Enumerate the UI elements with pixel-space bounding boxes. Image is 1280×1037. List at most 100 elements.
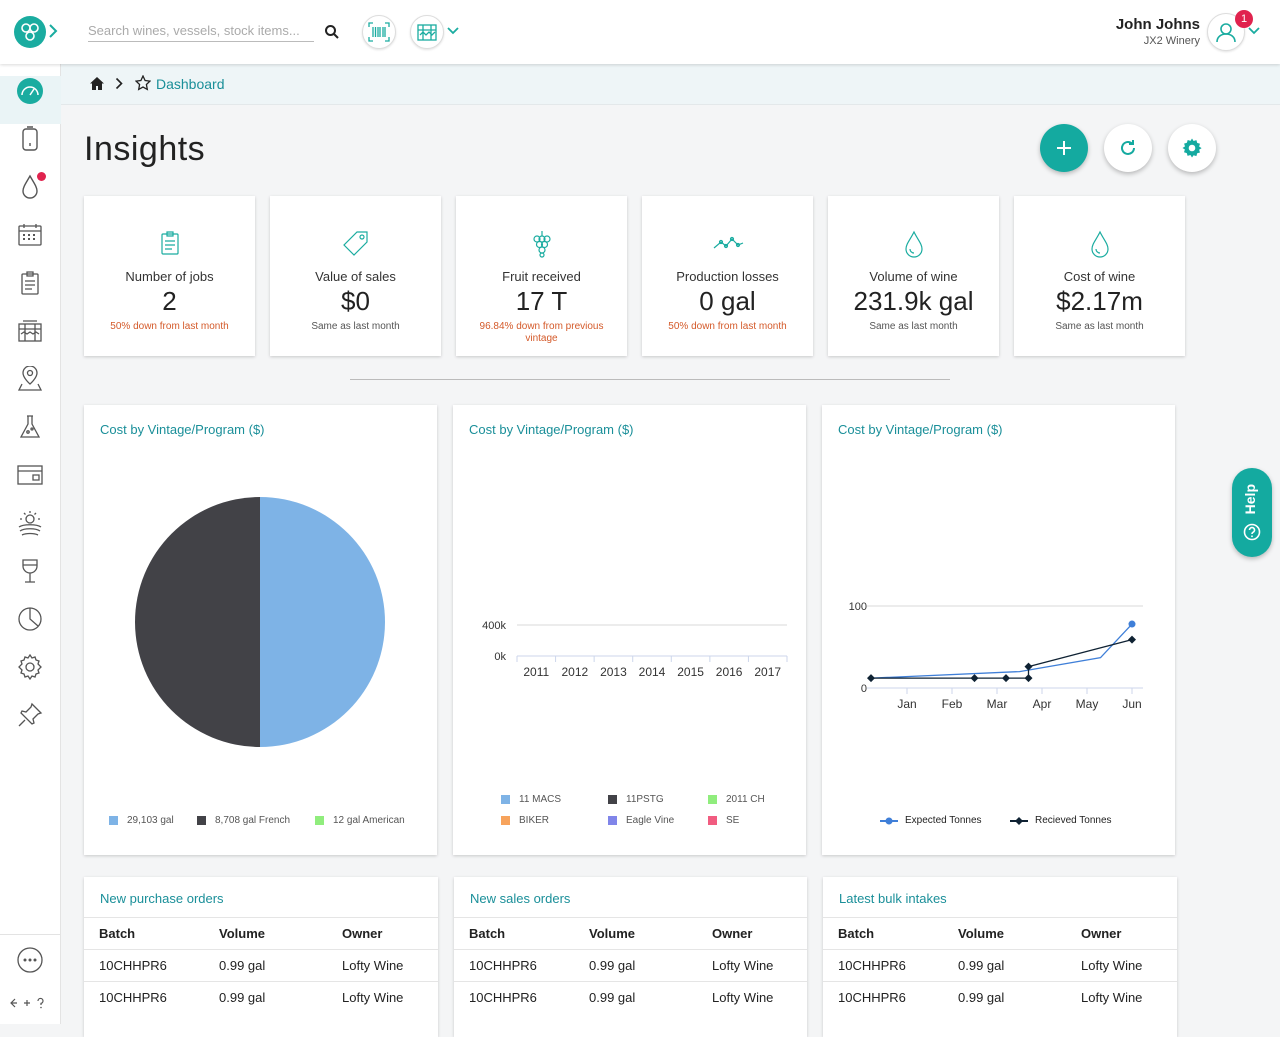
x-tick-label: Jan <box>897 697 916 711</box>
sidebar-item-wine-glass[interactable] <box>16 557 44 585</box>
legend-item[interactable]: SE <box>708 815 739 826</box>
legend-item[interactable]: 29,103 gal <box>109 815 174 826</box>
table-cell: Lofty Wine <box>327 949 438 982</box>
home-icon[interactable] <box>89 76 105 91</box>
kpi-card-cost[interactable]: Cost of wine $2.17m Same as last month <box>1014 196 1185 356</box>
chart-card-line: Cost by Vintage/Program ($) 0 100 Jan Feb Ma… <box>822 405 1175 855</box>
sidebar-item-lab[interactable] <box>16 413 44 441</box>
chart-title: Cost by Vintage/Program ($) <box>100 422 265 437</box>
legend-swatch <box>708 795 717 804</box>
search-input[interactable] <box>88 22 314 42</box>
help-icon <box>1243 523 1261 541</box>
sidebar-more-button[interactable] <box>16 946 44 974</box>
user-icon <box>1216 23 1236 43</box>
add-button[interactable] <box>1040 124 1088 172</box>
clipboard-icon <box>21 271 39 295</box>
column-header[interactable]: Batch <box>823 917 943 950</box>
legend-item[interactable]: Eagle Vine <box>608 815 674 826</box>
sidebar-item-locations[interactable] <box>16 365 44 393</box>
kpi-value: 2 <box>162 286 177 316</box>
app-logo[interactable] <box>14 16 46 48</box>
sidebar-item-vessels[interactable] <box>16 125 44 153</box>
line-chart: 0 100 Jan Feb Mar Apr May Jun <box>849 601 1143 711</box>
kpi-card-jobs[interactable]: Number of jobs 2 50% down from last mont… <box>84 196 255 356</box>
legend-item[interactable]: 8,708 gal French <box>197 815 290 826</box>
barcode-scan-button[interactable] <box>362 15 396 49</box>
table-row[interactable]: 10CHHPR6 0.99 gal Lofty Wine <box>823 949 1177 982</box>
winery-select-button[interactable] <box>410 15 444 49</box>
flask-icon <box>19 415 41 438</box>
alert-dot <box>37 172 46 181</box>
column-header[interactable]: Volume <box>574 917 697 950</box>
legend-item[interactable]: Recieved Tonnes <box>1010 815 1112 826</box>
sidebar-item-wines[interactable] <box>16 173 44 201</box>
column-header[interactable]: Owner <box>1066 917 1177 950</box>
star-icon[interactable] <box>135 75 151 91</box>
sidebar-item-reports[interactable] <box>16 605 44 633</box>
legend-swatch <box>197 816 206 825</box>
map-pin-icon <box>18 366 42 391</box>
kpi-card-volume[interactable]: Volume of wine 231.9k gal Same as last m… <box>828 196 999 356</box>
refresh-button[interactable] <box>1104 124 1152 172</box>
column-header[interactable]: Owner <box>697 917 807 950</box>
table-row[interactable]: 10CHHPR6 0.99 gal Lofty Wine <box>84 981 438 1014</box>
sidebar-collapse-controls[interactable] <box>10 997 50 1009</box>
data-point <box>970 674 979 683</box>
kpi-trend: 50% down from last month <box>110 321 229 332</box>
section-divider <box>350 379 950 380</box>
kpi-card-sales[interactable]: Value of sales $0 Same as last month <box>270 196 441 356</box>
series-line <box>871 638 1133 679</box>
x-tick-label: Feb <box>942 697 963 711</box>
drop-icon <box>22 174 38 199</box>
sidebar-item-dashboard[interactable] <box>16 77 44 105</box>
legend-item[interactable]: 2011 CH <box>708 794 765 805</box>
legend-item[interactable]: BIKER <box>501 815 549 826</box>
column-header[interactable]: Volume <box>204 917 327 950</box>
help-button[interactable]: Help <box>1232 468 1272 557</box>
settings-button[interactable] <box>1168 124 1216 172</box>
table-cell: 10CHHPR6 <box>823 949 943 982</box>
sidebar-item-calendar[interactable] <box>16 221 44 249</box>
legend-item[interactable]: Expected Tonnes <box>880 815 982 826</box>
user-organisation: JX2 Winery <box>1143 35 1200 47</box>
breadcrumb-current[interactable]: Dashboard <box>156 76 225 92</box>
x-tick-label: 2015 <box>677 665 704 679</box>
kpi-label: Production losses <box>676 269 779 284</box>
wine-glass-icon <box>22 559 38 583</box>
pie-slice <box>135 497 260 747</box>
legend-item[interactable]: 12 gal American <box>315 815 405 826</box>
table-row[interactable]: 10CHHPR6 0.99 gal Lofty Wine <box>823 981 1177 1014</box>
card-title: New sales orders <box>470 891 571 906</box>
sidebar-item-jobs[interactable] <box>16 269 44 297</box>
column-header[interactable]: Volume <box>943 917 1066 950</box>
legend-item[interactable]: 11PSTG <box>608 794 664 805</box>
search-icon[interactable] <box>324 24 340 40</box>
chevron-down-icon[interactable] <box>447 27 459 35</box>
kpi-trend: 50% down from last month <box>668 321 787 332</box>
sidebar-item-vineyards[interactable] <box>16 509 44 537</box>
notification-badge[interactable]: 1 <box>1235 10 1253 28</box>
x-tick-label: Apr <box>1033 697 1052 711</box>
column-header[interactable]: Owner <box>327 917 438 950</box>
kpi-label: Cost of wine <box>1063 269 1136 284</box>
legend-item[interactable]: 11 MACS <box>501 794 561 805</box>
kpi-card-fruit[interactable]: Fruit received 17 T 96.84% down from pre… <box>456 196 627 356</box>
table-row[interactable]: 10CHHPR6 0.99 gal Lofty Wine <box>454 981 807 1014</box>
sidebar-item-wineries[interactable] <box>16 317 44 345</box>
column-header[interactable]: Batch <box>454 917 574 950</box>
chevron-down-icon[interactable] <box>1248 27 1260 35</box>
sidebar-item-settings[interactable] <box>16 653 44 681</box>
purchase-orders-table: Batch Volume Owner 10CHHPR6 0.99 gal Lof… <box>84 917 438 1014</box>
legend-label: 11 MACS <box>519 794 562 805</box>
column-header[interactable]: Batch <box>84 917 204 950</box>
legend-swatch <box>708 816 717 825</box>
chevron-right-icon[interactable] <box>48 23 58 39</box>
table-row[interactable]: 10CHHPR6 0.99 gal Lofty Wine <box>454 949 807 982</box>
table-cell: Lofty Wine <box>697 949 807 982</box>
table-row[interactable]: 10CHHPR6 0.99 gal Lofty Wine <box>84 949 438 982</box>
sidebar-item-stock[interactable] <box>16 461 44 489</box>
kpi-value: $2.17m <box>1056 286 1143 316</box>
chart-title: Cost by Vintage/Program ($) <box>838 422 1003 437</box>
kpi-card-losses[interactable]: Production losses 0 gal 50% down from la… <box>642 196 813 356</box>
sidebar-item-pinned[interactable] <box>16 701 44 729</box>
